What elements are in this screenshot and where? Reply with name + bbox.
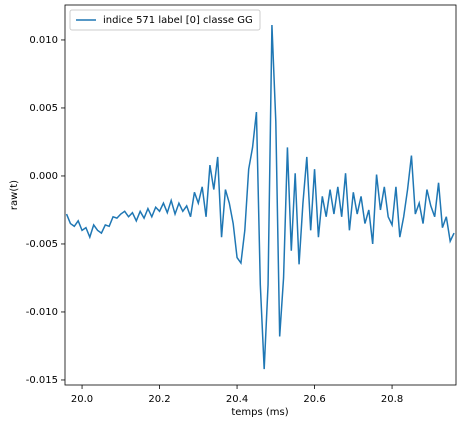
x-tick-label: 20.8 (381, 394, 403, 405)
y-tick-label: 0.005 (29, 103, 58, 114)
legend-box (69, 9, 261, 31)
x-tick-label: 20.2 (148, 394, 170, 405)
data-line (65, 24, 455, 370)
y-tick-label: -0.005 (26, 239, 58, 250)
y-tick-label: -0.015 (26, 375, 58, 386)
y-tick-label: 0.010 (29, 35, 58, 46)
x-tick-label: 20.0 (71, 394, 93, 405)
plot-frame (64, 4, 457, 386)
legend-label: indice 571 label [0] classe GG (103, 15, 253, 26)
y-tick-label: 0.000 (29, 171, 58, 182)
x-axis-label: temps (ms) (231, 407, 288, 418)
y-axis-label: raw(t) (9, 180, 20, 210)
y-tick-label: -0.010 (26, 307, 58, 318)
x-tick-label: 20.6 (303, 394, 325, 405)
x-tick-label: 20.4 (226, 394, 248, 405)
